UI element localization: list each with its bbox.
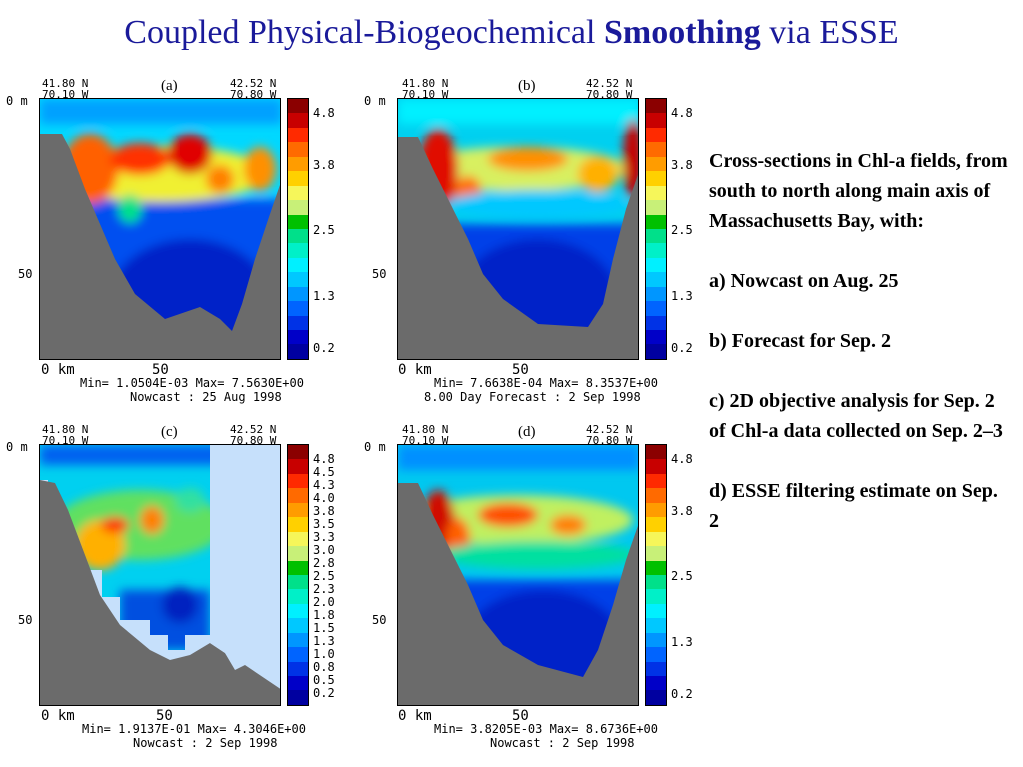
min-max-stats: Min= 3.8205E-03 Max= 8.6736E+00 [434,722,658,736]
colorbar-tick: 0.2 [671,687,693,701]
colorbar-tick: 4.3 [313,478,335,492]
cross-section-plot [39,98,281,360]
panel-label: (b) [518,78,536,94]
y-axis-mid-label: 50 [18,613,33,627]
colorbar-tick: 2.5 [671,569,693,583]
colorbar-tick: 2.3 [313,582,335,596]
y-axis-top-label: 0 m [364,94,386,108]
colorbar-tick: 1.3 [671,289,693,303]
x-axis-mid-label: 50 [152,362,169,378]
coords-right: 42.52 N 70.80 W [230,423,277,447]
y-axis-mid-label: 50 [372,613,387,627]
coords-left: 41.80 N 70.10 W [402,423,449,447]
coords-right: 42.52 N 70.80 W [586,423,633,447]
panel-label: (a) [161,78,178,94]
colorbar-tick: 1.5 [313,621,335,635]
y-axis-mid-label: 50 [18,267,33,281]
colorbar-tick: 3.3 [313,530,335,544]
title-bold: Smoothing [603,14,761,51]
slide-title: Coupled Physical-Biogeochemical Smoothin… [0,14,1023,52]
colorbar-tick: 0.2 [313,341,335,355]
y-axis-top-label: 0 m [6,94,28,108]
colorbar-tick: 2.5 [671,223,693,237]
colorbar-tick: 0.5 [313,673,335,687]
description-item-b: b) Forecast for Sep. 2 [709,330,892,352]
colorbar-tick: 4.5 [313,465,335,479]
panel-subtitle: Nowcast : 25 Aug 1998 [130,390,282,404]
panel-subtitle: 8.00 Day Forecast : 2 Sep 1998 [424,390,641,404]
panel-subtitle: Nowcast : 2 Sep 1998 [490,736,635,750]
colorbar-tick: 4.0 [313,491,335,505]
title-part1: Coupled Physical-Biogeochemical [124,14,604,51]
colorbar-tick: 4.8 [313,452,335,466]
colorbar-tick: 1.3 [313,634,335,648]
panel-subtitle: Nowcast : 2 Sep 1998 [133,736,278,750]
y-axis-top-label: 0 m [6,440,28,454]
cross-section-plot [397,98,639,360]
colorbar-tick: 0.2 [671,341,693,355]
colorbar-tick: 1.8 [313,608,335,622]
x-axis-start-label: 0 km [398,708,432,724]
min-max-stats: Min= 7.6638E-04 Max= 8.3537E+00 [434,376,658,390]
cross-section-plot [39,444,281,706]
x-axis-start-label: 0 km [41,708,75,724]
colorbar-tick: 3.8 [671,504,693,518]
colorbar [287,98,309,360]
colorbar-tick: 2.5 [313,223,335,237]
colorbar-tick: 3.5 [313,517,335,531]
colorbar-tick: 2.0 [313,595,335,609]
coords-right: 42.52 N 70.80 W [230,77,277,101]
description-item-c: c) 2D objective analysis for Sep. 2 of C… [709,390,1003,442]
coords-right: 42.52 N 70.80 W [586,77,633,101]
panel-label: (c) [161,424,178,440]
min-max-stats: Min= 1.0504E-03 Max= 7.5630E+00 [80,376,304,390]
colorbar [287,444,309,706]
coords-left: 41.80 N 70.10 W [42,77,89,101]
colorbar-tick: 2.5 [313,569,335,583]
colorbar-tick: 1.3 [313,289,335,303]
x-axis-start-label: 0 km [398,362,432,378]
colorbar-tick: 3.8 [313,504,335,518]
x-axis-mid-label: 50 [512,708,529,724]
colorbar-tick: 1.0 [313,647,335,661]
min-max-stats: Min= 1.9137E-01 Max= 4.3046E+00 [82,722,306,736]
colorbar [645,444,667,706]
colorbar-tick: 4.8 [671,106,693,120]
colorbar-tick: 3.0 [313,543,335,557]
panel-b: 41.80 N 70.10 W (b) 42.52 N 70.80 W 0 m 50… [358,58,693,404]
panel-d: 41.80 N 70.10 W (d) 42.52 N 70.80 W 0 m 50… [358,404,693,750]
x-axis-start-label: 0 km [41,362,75,378]
description-text: Cross-sections in Chl-a fields, from sou… [709,146,1009,566]
coords-left: 41.80 N 70.10 W [42,423,89,447]
colorbar-tick: 2.8 [313,556,335,570]
colorbar [645,98,667,360]
panel-label: (d) [518,424,536,440]
y-axis-mid-label: 50 [372,267,387,281]
x-axis-mid-label: 50 [512,362,529,378]
description-item-d: d) ESSE filtering estimate on Sep. 2 [709,480,998,532]
x-axis-mid-label: 50 [156,708,173,724]
coords-left: 41.80 N 70.10 W [402,77,449,101]
description-intro: Cross-sections in Chl-a fields, from sou… [709,150,1008,232]
colorbar-tick: 0.2 [313,686,335,700]
description-item-a: a) Nowcast on Aug. 25 [709,270,899,292]
cross-section-plot [397,444,639,706]
panel-a: 41.80 N 70.10 W (a) 42.52 N 70.80 W 0 m 50… [0,58,335,404]
colorbar-tick: 4.8 [671,452,693,466]
y-axis-top-label: 0 m [364,440,386,454]
panel-c: 41.80 N 70.10 W (c) 42.52 N 70.80 W 0 m 50 [0,404,335,750]
colorbar-tick: 4.8 [313,106,335,120]
colorbar-tick: 3.8 [313,158,335,172]
colorbar-tick: 3.8 [671,158,693,172]
colorbar-tick: 1.3 [671,635,693,649]
colorbar-tick: 0.8 [313,660,335,674]
title-part2: via ESSE [760,14,899,51]
